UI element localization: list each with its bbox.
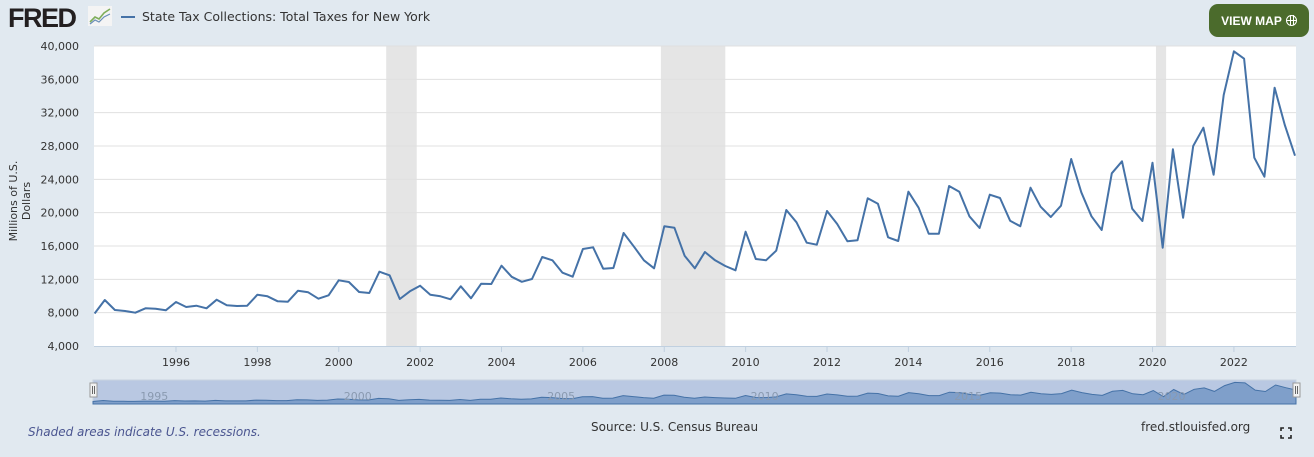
x-tick-label: 2020 (1139, 356, 1167, 369)
view-map-button[interactable]: VIEW MAP (1209, 4, 1309, 37)
legend-swatch (121, 15, 135, 18)
source-text: Source: U.S. Census Bureau (591, 420, 759, 434)
chart-legend: State Tax Collections: Total Taxes for N… (121, 9, 430, 24)
view-map-label: VIEW MAP (1221, 13, 1282, 28)
y-tick-label: 8,000 (48, 307, 80, 320)
navigator-label: 2015 (954, 390, 982, 403)
navigator-left-handle[interactable] (89, 382, 98, 398)
x-tick-label: 2008 (650, 356, 678, 369)
recession-note: Shaded areas indicate U.S. recessions. (28, 425, 261, 439)
y-tick-label: 32,000 (41, 107, 80, 120)
globe-icon (1285, 15, 1297, 26)
x-tick-label: 2006 (569, 356, 597, 369)
legend-label: State Tax Collections: Total Taxes for N… (142, 9, 431, 24)
fullscreen-icon[interactable] (1280, 427, 1292, 439)
fred-graph-icon (88, 6, 112, 26)
recession-band (1155, 46, 1167, 346)
fred-logo[interactable]: FRED (8, 3, 77, 33)
x-tick-label: 1998 (243, 356, 271, 369)
x-tick-label: 2000 (325, 356, 353, 369)
y-tick-label: 16,000 (41, 240, 80, 253)
y-tick-label: 12,000 (41, 273, 80, 286)
navigator-series (92, 381, 1297, 405)
site-link[interactable]: fred.stlouisfed.org (1141, 420, 1251, 434)
recession-band (386, 46, 417, 346)
x-tick-label: 2004 (488, 356, 516, 369)
navigator-label: 1995 (140, 390, 168, 403)
navigator-label: 2010 (751, 390, 779, 403)
x-tick-label: 2022 (1220, 356, 1248, 369)
y-tick-label: 36,000 (41, 73, 80, 86)
navigator-label: 2005 (547, 390, 575, 403)
x-tick-label: 2018 (1057, 356, 1085, 369)
x-tick-label: 2010 (732, 356, 760, 369)
y-tick-label: 28,000 (41, 140, 80, 153)
x-tick-label: 2014 (894, 356, 922, 369)
y-tick-label: 24,000 (41, 173, 80, 186)
x-tick-label: 1996 (162, 356, 190, 369)
x-tick-label: 2012 (813, 356, 841, 369)
x-tick-label: 2016 (976, 356, 1004, 369)
navigator-label: 2020 (1158, 390, 1186, 403)
y-tick-label: 20,000 (41, 207, 80, 220)
navigator-right-handle[interactable] (1292, 382, 1301, 398)
y-tick-label: 4,000 (48, 340, 80, 353)
recession-band (660, 46, 726, 346)
y-tick-label: 40,000 (41, 40, 80, 53)
navigator-label: 2000 (344, 390, 372, 403)
x-tick-label: 2002 (406, 356, 434, 369)
